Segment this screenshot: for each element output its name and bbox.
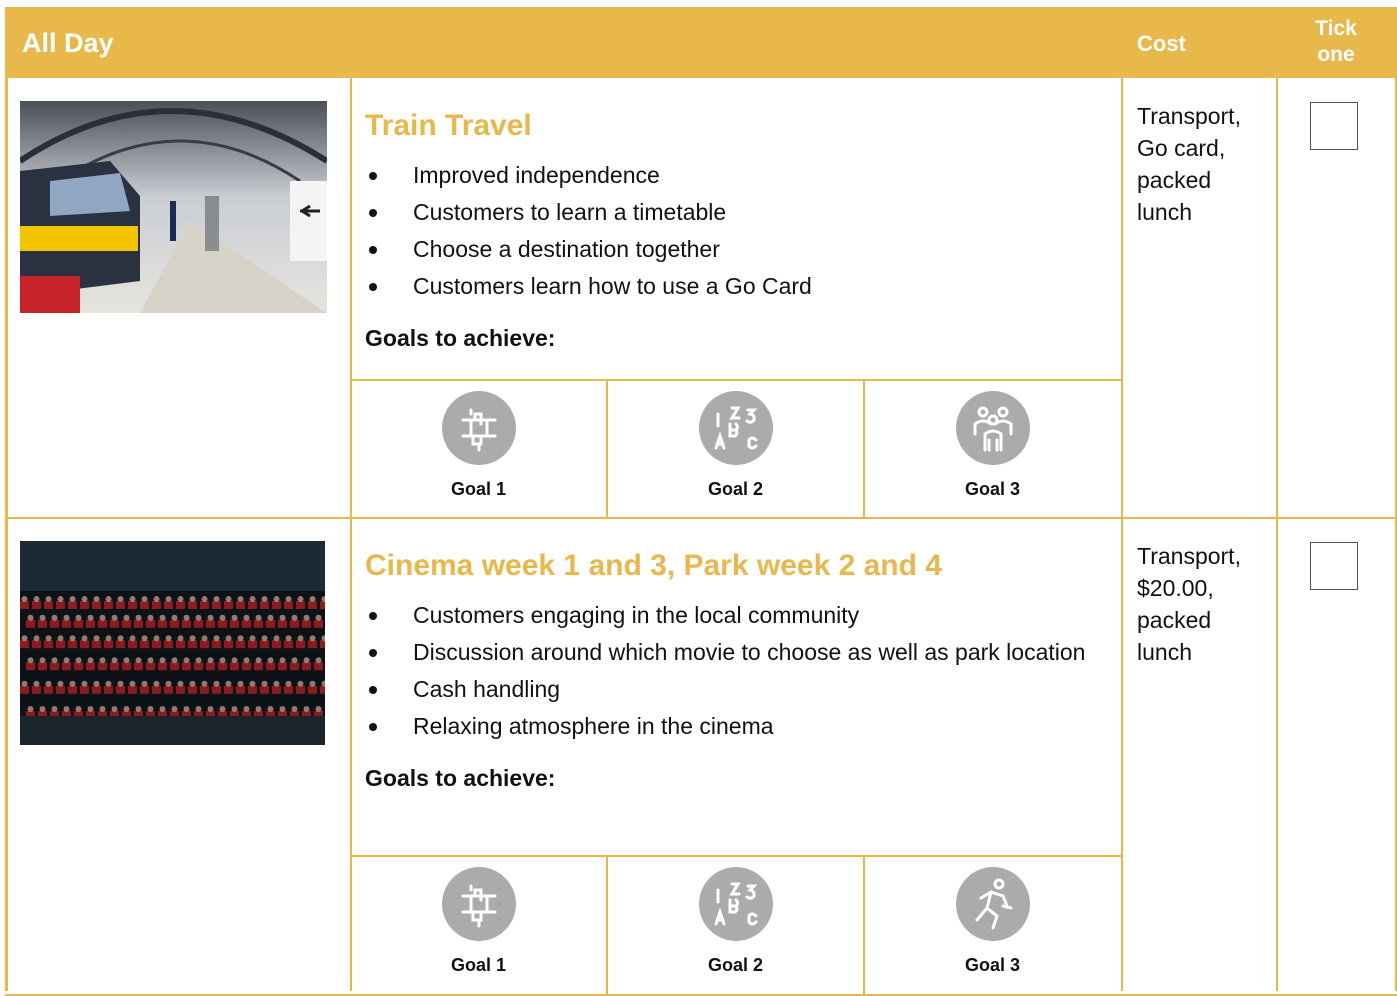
bullet-item: Cash handling (365, 671, 1105, 708)
goals-heading: Goals to achieve: (365, 765, 556, 791)
bullet-list: Customers engaging in the local communit… (365, 597, 1105, 745)
header-bar (5, 7, 1397, 78)
tick-box[interactable] (1310, 542, 1358, 590)
activity-title: Cinema week 1 and 3, Park week 2 and 4 (365, 549, 942, 582)
bullet-item: Choose a destination together (365, 231, 1105, 268)
goal-label: Goal 3 (964, 479, 1021, 499)
header-title: All Day (22, 28, 114, 58)
goal-divider (350, 855, 1122, 857)
goal-label: Goal 2 (707, 955, 764, 975)
goal-divider (350, 379, 1122, 381)
tick-box[interactable] (1310, 102, 1358, 150)
activity-text: Cinema week 1 and 3, Park week 2 and 4 Cu… (365, 548, 1105, 793)
goal-divider (606, 380, 608, 518)
bullet-item: Customers engaging in the local communit… (365, 597, 1105, 634)
goal-icon (699, 867, 773, 941)
goal-icon (956, 391, 1030, 465)
bullet-item: Improved independence (365, 157, 1105, 194)
bullet-item: Customers learn how to use a Go Card (365, 268, 1105, 305)
row-divider (5, 517, 1397, 519)
bullet-item: Customers to learn a timetable (365, 194, 1105, 231)
goal-label: Goal 1 (450, 479, 507, 499)
bullet-list: Improved independence Customers to learn … (365, 157, 1105, 305)
goal-icon (442, 391, 516, 465)
bullet-item: Discussion around which movie to choose … (365, 634, 1105, 671)
cost-text: Transport, $20.00, packed lunch (1137, 543, 1241, 665)
goal-icon (956, 867, 1030, 941)
header-cost: Cost (1137, 31, 1186, 56)
goal-label: Goal 2 (707, 479, 764, 499)
activity-title: Train Travel (365, 109, 532, 142)
goal-label: Goal 3 (964, 955, 1021, 975)
goal-divider (863, 380, 865, 518)
goal-divider (863, 856, 865, 995)
column-line (1395, 78, 1397, 991)
cinema-photo (20, 541, 325, 745)
cost-text: Transport, Go card, packed lunch (1137, 103, 1241, 225)
column-line (5, 78, 8, 991)
goal-icon (699, 391, 773, 465)
goal-divider (606, 856, 608, 995)
column-line (350, 78, 352, 991)
header-tick: Tick one (1315, 17, 1357, 66)
column-line (1276, 78, 1278, 991)
bullet-item: Relaxing atmosphere in the cinema (365, 708, 1105, 745)
goals-heading: Goals to achieve: (365, 325, 556, 351)
train-photo (20, 101, 327, 313)
activity-text: Train Travel Improved independence Custome… (365, 108, 1105, 353)
column-line (1121, 78, 1123, 991)
goal-label: Goal 1 (450, 955, 507, 975)
goal-icon (442, 867, 516, 941)
